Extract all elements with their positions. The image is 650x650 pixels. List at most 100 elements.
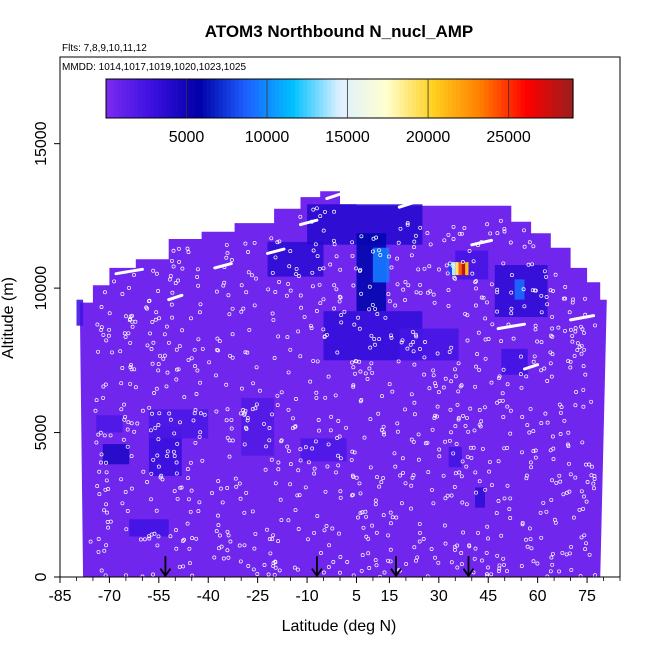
sample-point <box>533 327 538 332</box>
sample-point <box>219 486 223 491</box>
sample-point <box>446 288 451 293</box>
sample-point <box>365 377 370 381</box>
colorbar-cell <box>436 79 441 118</box>
sample-point <box>197 434 202 439</box>
sample-point <box>185 521 190 526</box>
sample-point <box>276 334 281 339</box>
sample-point <box>461 530 466 535</box>
sample-point <box>548 569 553 574</box>
sample-point <box>367 566 372 570</box>
sample-point <box>104 543 109 548</box>
sample-point <box>482 405 487 410</box>
sample-point <box>548 288 553 293</box>
sample-point <box>388 559 393 564</box>
sample-point <box>189 488 194 493</box>
sample-point <box>554 480 559 485</box>
colorbar-cell <box>126 79 131 118</box>
sample-point <box>374 235 379 240</box>
sample-point <box>412 239 417 244</box>
sample-point <box>462 226 467 231</box>
colorbar-cell <box>351 79 357 118</box>
colorbar-cell <box>560 79 566 118</box>
sample-point <box>314 309 319 313</box>
x-tick-label: -40 <box>197 588 220 605</box>
sample-point <box>314 390 319 395</box>
sample-point <box>448 261 453 266</box>
hotspot-cell <box>448 262 452 276</box>
heatmap-region <box>267 241 324 277</box>
sample-point <box>580 440 585 445</box>
sample-point <box>444 263 449 268</box>
sample-point <box>123 414 128 419</box>
sample-point <box>276 467 281 472</box>
sample-point <box>311 207 316 212</box>
sample-point <box>189 356 194 361</box>
sample-point <box>328 262 333 267</box>
sample-point <box>382 570 387 575</box>
colorbar-cell <box>355 79 361 118</box>
sample-point <box>311 358 316 363</box>
sample-point <box>545 302 550 307</box>
sample-point <box>571 297 576 302</box>
sample-point <box>120 292 125 296</box>
sample-point <box>508 516 513 520</box>
sample-point <box>374 563 379 568</box>
sample-point <box>418 225 423 230</box>
sample-point <box>400 338 405 343</box>
sample-point <box>473 470 478 475</box>
sample-point <box>485 524 490 529</box>
sample-point <box>502 446 507 451</box>
sample-point <box>533 288 538 293</box>
sample-point <box>358 399 363 404</box>
sample-point <box>145 480 150 484</box>
sample-point <box>187 546 192 551</box>
sample-point <box>520 415 525 419</box>
sample-point <box>425 574 430 579</box>
colorbar-cell <box>452 79 457 118</box>
heatmap-region <box>514 279 525 300</box>
sample-point <box>411 473 416 478</box>
sample-point <box>294 397 298 401</box>
sample-point <box>157 316 162 321</box>
sample-point <box>519 564 524 568</box>
sample-point <box>577 507 582 512</box>
sample-point <box>186 250 191 255</box>
sample-point <box>508 240 513 245</box>
sample-point <box>151 268 156 273</box>
sample-point <box>271 533 276 538</box>
sample-point <box>176 367 181 372</box>
sample-point <box>392 451 397 456</box>
sample-point <box>449 560 454 565</box>
sample-point <box>564 552 569 557</box>
x-tick-label: -55 <box>147 588 170 605</box>
sample-point <box>245 418 250 423</box>
sample-point <box>154 310 159 315</box>
colorbar-cell <box>528 79 534 118</box>
sample-point <box>436 390 441 395</box>
sample-point <box>243 408 248 413</box>
sample-point <box>417 521 422 526</box>
sample-point <box>551 446 556 451</box>
sample-point <box>352 322 357 327</box>
sample-point <box>485 300 489 305</box>
sample-point <box>241 408 246 412</box>
sample-point <box>169 302 174 307</box>
sample-point <box>292 565 297 570</box>
sample-point <box>119 381 124 386</box>
sample-point <box>175 441 180 446</box>
sample-point <box>496 569 501 573</box>
sample-point <box>239 309 244 314</box>
sample-point <box>461 413 466 418</box>
sample-point <box>556 325 561 330</box>
colorbar-cell <box>379 79 385 118</box>
colorbar-cell <box>492 79 498 118</box>
sample-point <box>526 262 531 267</box>
sample-point <box>247 327 252 332</box>
flight-leg <box>523 363 540 371</box>
sample-point <box>509 290 514 295</box>
sample-point <box>242 442 247 447</box>
sample-point <box>242 510 247 515</box>
sample-point <box>321 297 326 302</box>
colorbar-cell <box>428 79 433 118</box>
sample-point <box>357 359 362 364</box>
